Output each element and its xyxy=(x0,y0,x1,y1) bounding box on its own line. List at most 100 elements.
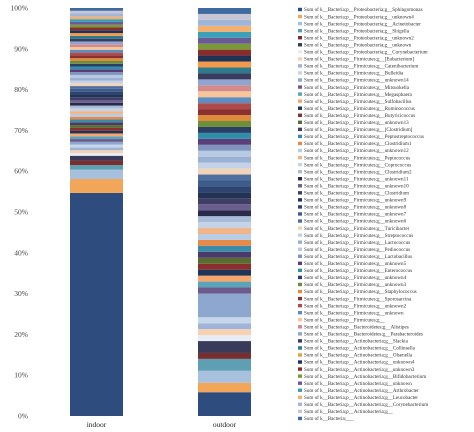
bar-segment-outdoor-46 xyxy=(198,79,251,86)
bar-segment-outdoor-34 xyxy=(198,150,251,157)
legend-entry: Sum of k__Bacteria;p__Firmicutes;g__Rumi… xyxy=(304,105,415,112)
bar-segment-outdoor-33 xyxy=(198,156,251,163)
y-tick-label: 100% xyxy=(11,4,29,13)
legend-swatch xyxy=(298,360,302,364)
bar-segment-indoor-56 xyxy=(70,13,123,17)
bar-segment-outdoor-21 xyxy=(198,228,251,235)
bar-segment-outdoor-26 xyxy=(198,198,251,205)
legend-swatch xyxy=(298,155,302,160)
legend-swatch xyxy=(298,219,302,223)
legend-swatch xyxy=(298,395,302,399)
bar-segment-indoor-38 xyxy=(70,63,123,67)
bar-segment-outdoor-4 xyxy=(198,352,251,359)
legend-entry: Sum of k__Bacteria;p__Proteobacteria;g__… xyxy=(304,41,412,48)
bar-segment-indoor-39 xyxy=(70,60,123,64)
legend-entry: Sum of k__Bacteria;p__Firmicutes;g__Clos… xyxy=(304,140,412,147)
bar-segment-indoor-43 xyxy=(70,49,123,53)
legend-entry: Sum of k__Bacteria;p__Firmicutes;g__unkn… xyxy=(304,218,407,225)
bar-segment-outdoor-35 xyxy=(198,144,251,151)
legend-entry: Sum of k__Bacteria;p__Actinobacteria;g__… xyxy=(304,338,409,345)
legend-entry: Sum of k__Bacteria;p__Firmicutes;g__Bull… xyxy=(304,70,404,77)
legend-swatch xyxy=(298,325,302,329)
legend-entry: Sum of k__Bacteria;p__Firmicutes;g__Spor… xyxy=(304,295,412,302)
legend-swatch xyxy=(298,169,302,174)
legend-entry: Sum of k__Bacteria;p__Firmicutes;g__unkn… xyxy=(304,274,407,281)
bar-segment-indoor-13 xyxy=(70,133,123,137)
legend-swatch xyxy=(298,127,302,132)
legend-swatch xyxy=(298,310,302,315)
legend-entry: Sum of k__Bacteria;p__Firmicutes;g__Stap… xyxy=(304,288,417,295)
bar-segment-outdoor-17 xyxy=(198,251,251,258)
legend-entry: Sum of k__Bacteria;p__Actinobacteria;g__… xyxy=(304,380,412,387)
bar-segment-outdoor-51 xyxy=(198,49,251,56)
bar-segment-indoor-58 xyxy=(70,8,123,11)
bar-segment-outdoor-32 xyxy=(198,162,251,169)
bar-segment-indoor-17 xyxy=(70,122,123,126)
legend-entry: Sum of k__Bacteria;p__Firmicutes;g__[Clo… xyxy=(304,126,413,133)
bar-segment-outdoor-55 xyxy=(198,25,251,32)
legend-entry: Sum of k__Bacteria;p__Actinobacteria;g__… xyxy=(304,373,426,380)
bar-segment-outdoor-40 xyxy=(198,115,251,122)
legend-entry: Sum of k__Bacteria;p__Proteobacteria;g__… xyxy=(304,13,414,20)
legend-swatch xyxy=(298,113,302,117)
bar-segment-outdoor-11 xyxy=(198,287,251,294)
legend-swatch xyxy=(298,141,302,146)
legend-entry: Sum of k__Bacteria;p__Firmicutes;g__Stre… xyxy=(304,232,413,239)
x-axis: indoor outdoor xyxy=(87,420,237,429)
y-tick-label: 0% xyxy=(18,412,28,421)
bar-segment-indoor-37 xyxy=(70,66,123,70)
bar-segment-indoor-23 xyxy=(70,105,123,109)
legend-entry: Sum of k__Bacteria;p__Firmicutes;g__[Eub… xyxy=(304,56,414,63)
bar-segment-outdoor-37 xyxy=(198,132,251,139)
legend-entry: Sum of k__Bacteria;p__Firmicutes;g__Lact… xyxy=(304,239,410,246)
bar-segment-outdoor-25 xyxy=(198,204,251,211)
bar-segment-indoor-11 xyxy=(70,139,123,142)
legend-entry: Sum of k__Bacteria;p__Bacteroidetes;g__P… xyxy=(304,331,423,338)
bar-segment-outdoor-30 xyxy=(198,174,251,181)
bar-segment-outdoor-50 xyxy=(198,55,251,62)
legend-entry: Sum of k__Bacteria;p__Actinobacteria;g__… xyxy=(304,366,415,373)
bar-segment-outdoor-49 xyxy=(198,61,251,68)
legend-entry: Sum of k__Bacteria;p__Actinobacteria;g__… xyxy=(304,345,416,352)
bar-segment-outdoor-52 xyxy=(198,43,251,50)
bar-segment-indoor-51 xyxy=(70,27,123,31)
legend-entry: Sum of k__Bacteria;p__Firmicutes;g__ xyxy=(304,316,385,323)
legend-entry: Sum of k__Bacteria;p__Firmicutes;g__Clos… xyxy=(304,190,409,197)
bar-segment-outdoor-15 xyxy=(198,263,251,270)
legend-entry: Sum of k__Bacteria;p__Firmicutes;g__Turi… xyxy=(304,225,410,232)
legend-swatch xyxy=(298,14,302,19)
bar-segment-indoor-27 xyxy=(70,94,123,98)
bar-segment-outdoor-36 xyxy=(198,138,251,145)
legend-entry: Sum of k__Bacteria;p__Actinobacteria;g__… xyxy=(304,359,415,366)
legend-swatch xyxy=(298,21,302,26)
legend-swatch xyxy=(298,162,302,167)
legend-swatch xyxy=(298,247,302,251)
legend-entry: Sum of k__Bacteria;p__Proteobacteria;g__… xyxy=(304,34,414,41)
y-tick-label: 20% xyxy=(14,330,28,339)
bar-segment-outdoor-57 xyxy=(198,13,251,20)
bar-segment-outdoor-18 xyxy=(198,245,251,252)
legend-entry: Sum of k__Bacteria;p__Firmicutes;g__unkn… xyxy=(304,309,404,316)
legend-swatch xyxy=(298,303,302,308)
bar-segment-outdoor-12 xyxy=(198,281,251,288)
legend-entry: Sum of k__Bacteria;p__Proteobacteria;g__… xyxy=(304,6,423,13)
bar-segment-indoor-10 xyxy=(70,141,123,145)
legend-swatch xyxy=(298,120,302,125)
legend-entry: Sum of k__Bacteria;p__Firmicutes;g__unkn… xyxy=(304,211,407,218)
legend: Sum of k__Bacteria;p__Proteobacteria;g__… xyxy=(298,6,428,422)
legend-entry: Sum of k__Bacteria;p__Firmicutes;g__unkn… xyxy=(304,204,407,211)
bar-segment-outdoor-56 xyxy=(198,19,251,26)
bar-segment-indoor-8 xyxy=(70,147,123,151)
legend-swatch xyxy=(298,71,302,75)
legend-swatch xyxy=(298,134,302,139)
bar-segment-indoor-32 xyxy=(70,80,123,84)
legend-swatch xyxy=(298,106,302,110)
bar-segment-indoor-53 xyxy=(70,21,123,25)
legend-entry: Sum of k__Bacteria;p__Firmicutes;g__unkn… xyxy=(304,175,409,182)
bar-segment-outdoor-41 xyxy=(198,109,251,116)
bar-segment-indoor-16 xyxy=(70,125,123,128)
bar-segment-indoor-6 xyxy=(70,152,123,156)
legend-swatch xyxy=(298,198,302,202)
bar-segment-outdoor-45 xyxy=(198,85,251,92)
